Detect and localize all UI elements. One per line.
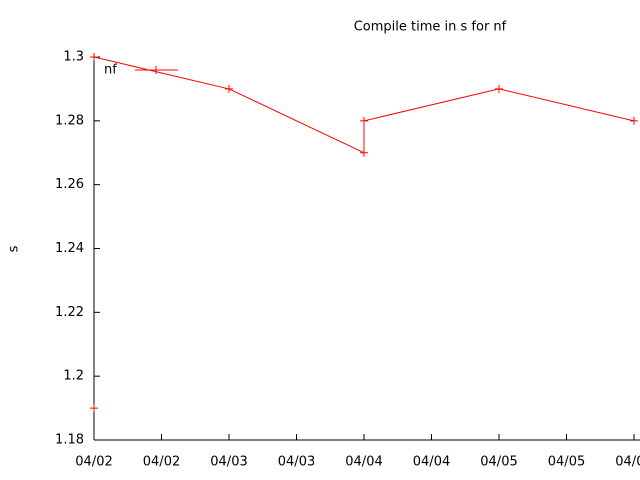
x-tick-label: 04/04: [345, 455, 382, 470]
point: [152, 66, 160, 74]
legend-label: nf: [104, 63, 117, 78]
x-tick-label: 04/05: [548, 455, 585, 470]
point: [360, 116, 368, 125]
x-tick-label: 04/02: [75, 455, 112, 470]
point: [90, 53, 98, 61]
point: [225, 84, 233, 93]
chart-title: Compile time in s for nf: [354, 20, 507, 35]
y-tick-label: 1.2: [63, 369, 84, 384]
y-axis-label: s: [7, 245, 22, 252]
y-tick-label: 1.26: [55, 177, 84, 192]
x-tick-label: 04/06: [615, 455, 640, 470]
x-tick-label: 04/02: [143, 455, 180, 470]
y-tick-label: 1.28: [55, 113, 84, 128]
y-tick-label: 1.18: [55, 433, 84, 448]
x-tick-label: 04/03: [278, 455, 315, 470]
y-tick-label: 1.24: [55, 241, 84, 256]
x-tick-label: 04/03: [210, 455, 247, 470]
point: [90, 404, 98, 413]
series-line: [93, 56, 635, 154]
x-tick-label: 04/04: [413, 455, 450, 470]
y-tick-label: 1.22: [55, 305, 84, 320]
y-tick-label: 1.3: [63, 50, 84, 65]
point: [360, 148, 368, 157]
x-tick-label: 04/05: [480, 455, 517, 470]
point: [630, 116, 638, 125]
point: [495, 84, 503, 93]
